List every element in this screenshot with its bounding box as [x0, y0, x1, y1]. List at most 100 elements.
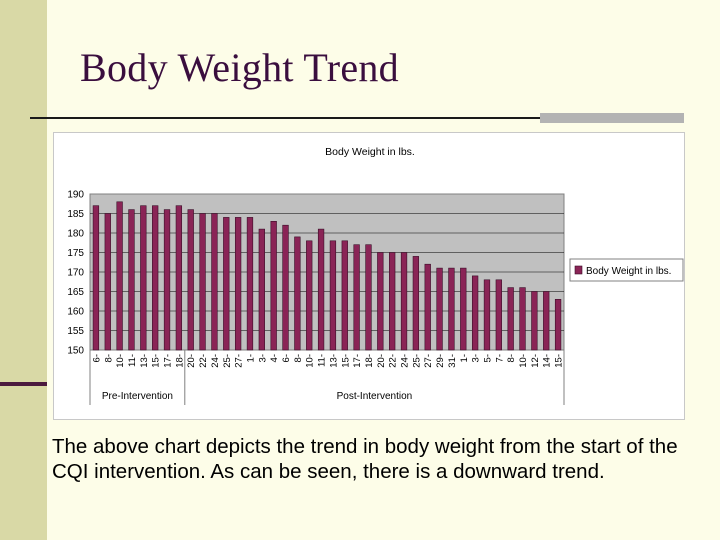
x-tick-label: 20- [376, 354, 387, 368]
bar [554, 299, 562, 351]
y-tick-label: 165 [67, 287, 84, 298]
x-tick-label: 3- [471, 354, 482, 362]
bar [163, 209, 171, 351]
bar [329, 240, 337, 351]
y-tick-label: 170 [67, 268, 84, 279]
legend-box [569, 258, 684, 282]
slide-caption: The above chart depicts the trend in bod… [52, 435, 678, 483]
x-tick-label: 18- [364, 354, 375, 368]
bar [282, 224, 289, 351]
x-tick-label: 10- [518, 354, 529, 368]
title-divider [30, 117, 684, 119]
x-tick-label: 20- [186, 354, 197, 368]
x-tick-label: 7- [494, 354, 505, 362]
x-tick-label: 11- [317, 354, 328, 367]
bar [436, 267, 443, 351]
x-tick-label: 5- [482, 354, 493, 362]
x-tick-label: 11- [127, 354, 138, 367]
group-label: Pre-Intervention [102, 391, 173, 402]
x-tick-label: 18- [174, 354, 185, 368]
x-tick-label: 15- [340, 354, 351, 368]
bar [531, 291, 538, 351]
x-tick-label: 13- [328, 354, 339, 368]
legend-swatch [574, 265, 583, 275]
bar [140, 205, 147, 351]
bar [377, 252, 384, 351]
chart-container: Body Weight in lbs. 150 155 160 165 170 175 180… [53, 132, 685, 420]
bar [294, 236, 301, 351]
x-tick-label: 8- [293, 354, 304, 362]
x-tick-label: 27- [423, 354, 434, 368]
x-tick-label: 22- [388, 354, 399, 368]
x-tick-label: 17- [352, 354, 363, 368]
bar [424, 263, 431, 351]
x-tick-label: 15- [151, 354, 162, 368]
x-tick-label: 12- [530, 354, 541, 368]
bar [400, 252, 408, 351]
x-tick-label: 29- [435, 354, 446, 368]
x-tick-label: 25- [222, 354, 233, 368]
bar [483, 279, 491, 351]
x-tick-label: 13- [139, 354, 150, 368]
bar [116, 201, 123, 351]
y-tick-label: 190 [67, 190, 84, 201]
x-tick-label: 8- [506, 354, 517, 362]
bar [152, 205, 159, 351]
bar [519, 287, 526, 351]
x-tick-label: 1- [245, 354, 256, 362]
x-tick-label: 10- [115, 354, 126, 368]
x-tick-label: 31- [447, 354, 458, 368]
x-tick-label: 3- [257, 354, 268, 362]
x-tick-label: 10- [305, 354, 316, 368]
sidebar-decoration [0, 0, 47, 540]
group-label: Post-Intervention [337, 391, 413, 402]
bar [495, 279, 502, 351]
y-tick-label: 175 [67, 248, 84, 259]
x-tick-label: 8- [103, 354, 114, 362]
y-tick-label: 150 [67, 346, 84, 357]
bar [471, 275, 479, 351]
y-tick-label: 160 [67, 307, 84, 318]
x-tick-label: 27- [234, 354, 245, 368]
y-tick-label: 180 [67, 229, 84, 240]
body-weight-chart: Body Weight in lbs. 150 155 160 165 170 175 180… [67, 146, 684, 405]
x-tick-label: 14- [542, 354, 553, 368]
y-tick-label: 155 [67, 326, 84, 337]
x-tick-label: 1- [459, 354, 470, 362]
legend-label: Body Weight in lbs. [586, 266, 671, 277]
x-tick-label: 4- [269, 354, 280, 362]
x-tick-label: 24- [210, 354, 221, 368]
bar [270, 221, 277, 351]
sidebar-accent-line [0, 382, 47, 386]
bar [175, 205, 183, 351]
bar [104, 213, 111, 351]
x-tick-label: 6- [281, 354, 292, 362]
bar [234, 217, 242, 351]
bar [412, 256, 420, 351]
x-tick-label: 25- [411, 354, 422, 368]
x-tick-label: 17- [163, 354, 174, 368]
y-tick-label: 185 [67, 209, 84, 220]
bar [341, 240, 348, 351]
bar [448, 267, 455, 351]
bar [317, 228, 325, 351]
x-tick-label: 24- [400, 354, 411, 368]
x-tick-label: 22- [198, 354, 209, 368]
bar [246, 217, 254, 351]
bar [389, 252, 396, 351]
chart-title: Body Weight in lbs. [325, 146, 415, 158]
x-tick-label: 6- [91, 354, 102, 362]
bar [353, 244, 360, 351]
bar [460, 267, 467, 351]
bar [187, 209, 194, 351]
slide-title: Body Weight Trend [80, 45, 399, 90]
bar [92, 205, 100, 351]
bar [223, 217, 230, 351]
bar [365, 244, 372, 351]
x-tick-label: 15- [554, 354, 565, 368]
bar [211, 213, 218, 351]
bar [543, 291, 550, 351]
bar [507, 287, 514, 351]
bar [306, 240, 313, 351]
bar [258, 228, 265, 351]
